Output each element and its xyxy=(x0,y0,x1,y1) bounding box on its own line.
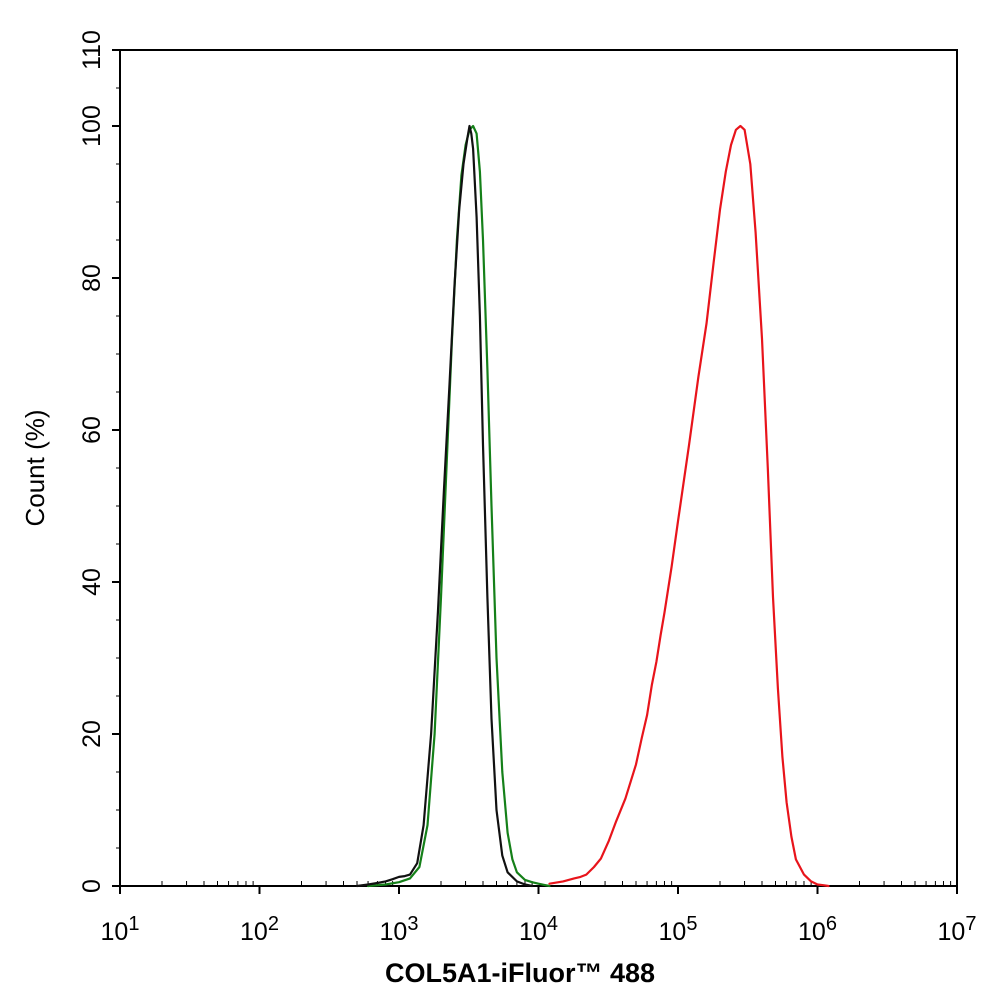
y-tick-label: 60 xyxy=(78,416,106,444)
series-layer xyxy=(355,124,830,888)
major-ticks xyxy=(112,49,958,894)
histogram-series-3 xyxy=(355,124,534,888)
y-tick-label: 110 xyxy=(78,30,106,70)
y-tick-label: 40 xyxy=(78,568,106,596)
y-tick-label: 80 xyxy=(78,264,106,292)
histogram-series-2 xyxy=(367,124,551,888)
x-tick-label: 103 xyxy=(380,913,419,946)
y-tick-labels: 0 20 40 60 80 100 110 xyxy=(78,30,106,893)
x-tick-label: 107 xyxy=(938,913,977,946)
plot-frame xyxy=(119,49,958,887)
histogram-series-1 xyxy=(548,124,830,888)
y-axis-title: Count (%) xyxy=(20,409,50,526)
x-axis-title: COL5A1-iFluor™ 488 xyxy=(385,958,655,988)
y-tick-label: 20 xyxy=(78,720,106,748)
y-tick-label: 0 xyxy=(78,879,106,893)
x-tick-label: 106 xyxy=(798,913,837,946)
x-tick-labels: 101 102 103 104 105 106 107 xyxy=(101,913,977,946)
x-tick-label: 105 xyxy=(659,913,698,946)
x-tick-label: 102 xyxy=(240,913,279,946)
minor-ticks xyxy=(116,49,952,887)
x-tick-label: 104 xyxy=(519,913,558,946)
y-tick-label: 100 xyxy=(78,105,106,147)
x-tick-label: 101 xyxy=(101,913,140,946)
